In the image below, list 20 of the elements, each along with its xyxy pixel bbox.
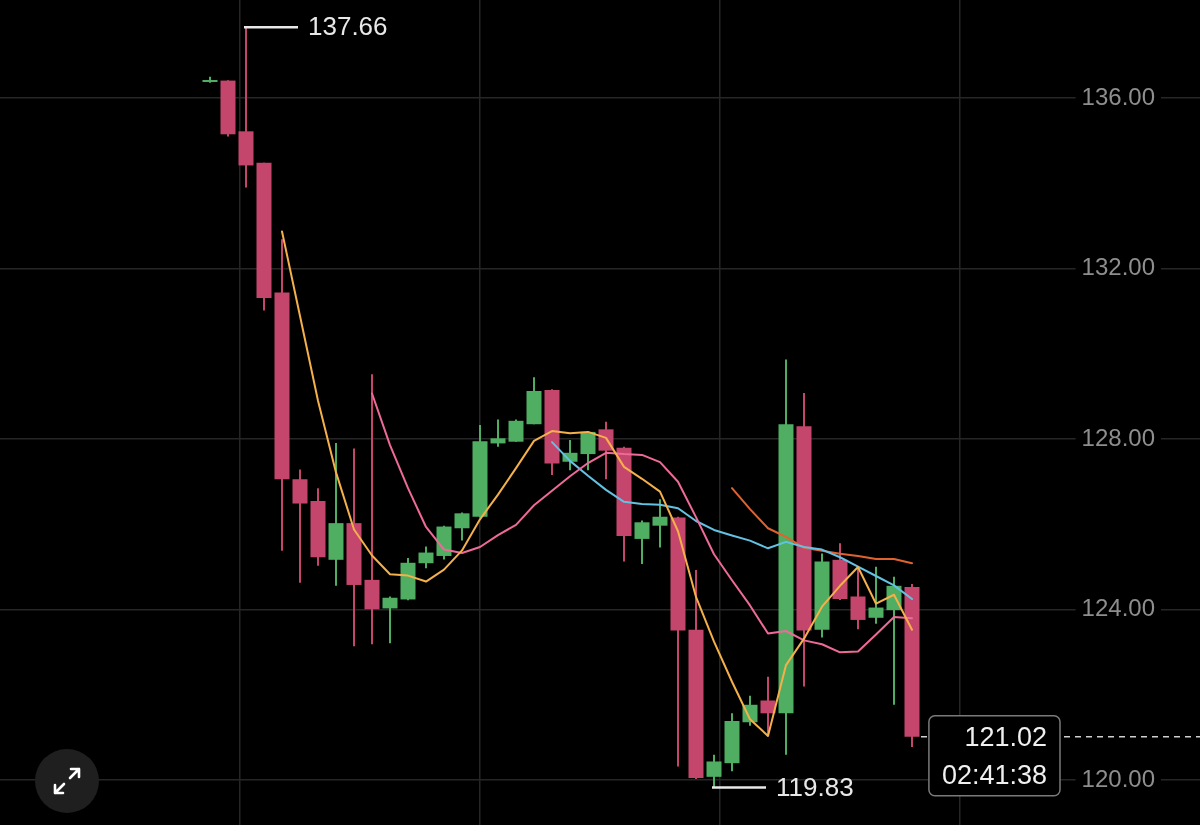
candlestick <box>652 498 668 549</box>
candlestick <box>382 595 398 645</box>
candlestick <box>364 373 380 646</box>
y-tick-label: 120.00 <box>1081 764 1155 792</box>
y-tick-label: 128.00 <box>1081 423 1155 451</box>
ref-line-label: 121.02 <box>964 722 1047 753</box>
annotation: 137.66 <box>308 11 388 42</box>
candlestick <box>706 753 722 789</box>
candlestick <box>418 545 434 570</box>
candlestick <box>508 418 524 443</box>
candlestick <box>580 430 596 472</box>
y-tick-label: 124.00 <box>1081 594 1155 622</box>
y-tick-label: 136.00 <box>1081 82 1155 110</box>
candlestick <box>868 565 884 625</box>
candlestick <box>490 418 506 448</box>
candlestick <box>454 511 470 542</box>
candlestick <box>634 519 650 566</box>
text: 02:41:38 <box>941 760 1047 791</box>
y-tick-label: 132.00 <box>1081 253 1155 281</box>
annotation: 119.83 <box>776 771 854 802</box>
